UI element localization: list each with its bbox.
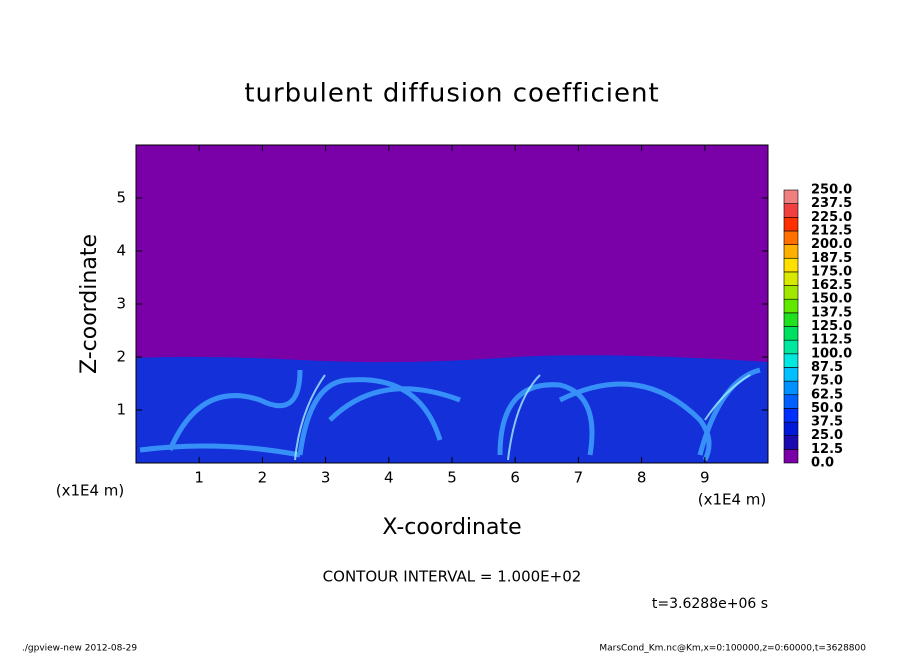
footer-right: MarsCond_Km.nc@Km,x=0:100000,z=0:60000,t… bbox=[599, 644, 866, 654]
colorbar-cell bbox=[783, 435, 799, 450]
x-tick-label: 7 bbox=[574, 469, 584, 487]
colorbar-cell bbox=[783, 271, 799, 286]
chart-title: turbulent diffusion coefficient bbox=[244, 79, 659, 109]
colorbar-cell bbox=[783, 217, 799, 232]
x-tick-label: 8 bbox=[637, 469, 647, 487]
y-tick-label: 3 bbox=[116, 295, 126, 313]
colorbar-label: 250.0 bbox=[811, 183, 852, 198]
colorbar-cell bbox=[783, 394, 799, 409]
x-tick-label: 2 bbox=[258, 469, 268, 487]
colorbar-cell bbox=[783, 312, 799, 327]
colorbar-label: 212.5 bbox=[811, 223, 852, 238]
y-axis-label: Z-coordinate bbox=[77, 234, 102, 374]
colorbar-cell bbox=[783, 189, 799, 204]
colorbar-cell bbox=[783, 230, 799, 245]
colorbar-label: 237.5 bbox=[811, 196, 852, 211]
x-axis-label: X-coordinate bbox=[382, 515, 521, 540]
y-tick-label: 5 bbox=[116, 189, 126, 207]
x-tick-label: 9 bbox=[700, 469, 710, 487]
time-label: t=3.6288e+06 s bbox=[652, 596, 768, 612]
colorbar-label: 75.0 bbox=[811, 374, 843, 389]
x-unit: (x1E4 m) bbox=[698, 491, 767, 509]
colorbar-label: 175.0 bbox=[811, 264, 852, 279]
colorbar-label: 187.5 bbox=[811, 251, 852, 266]
colorbar-label: 150.0 bbox=[811, 292, 852, 307]
y-tick-label: 4 bbox=[116, 242, 126, 260]
colorbar-label: 62.5 bbox=[811, 387, 843, 402]
x-tick-label: 3 bbox=[321, 469, 331, 487]
x-tick-label: 4 bbox=[384, 469, 394, 487]
colorbar-label: 200.0 bbox=[811, 237, 852, 252]
colorbar-cell bbox=[783, 339, 799, 355]
x-tick-label: 5 bbox=[447, 469, 457, 487]
field-streaks bbox=[294, 374, 751, 461]
contour-interval: CONTOUR INTERVAL = 1.000E+02 bbox=[323, 568, 582, 586]
colorbar-label: 225.0 bbox=[811, 210, 852, 225]
colorbar-label: 0.0 bbox=[811, 456, 834, 471]
colorbar-cell bbox=[783, 421, 799, 436]
colorbar-cell bbox=[783, 449, 799, 464]
y-tick-label: 2 bbox=[116, 348, 126, 366]
colorbar-cell bbox=[783, 244, 799, 259]
colorbar-cell bbox=[783, 380, 799, 396]
colorbar-cell bbox=[783, 203, 799, 218]
colorbar-cell bbox=[783, 298, 799, 314]
colorbar-label: 87.5 bbox=[811, 360, 843, 375]
colorbar-cell bbox=[783, 367, 799, 382]
colorbar-cell bbox=[783, 408, 799, 423]
colorbar-cell bbox=[783, 326, 799, 341]
colorbar-cell bbox=[783, 257, 799, 273]
colorbar-cell bbox=[783, 353, 799, 368]
x-tick-label: 6 bbox=[510, 469, 520, 487]
y-unit: (x1E4 m) bbox=[56, 482, 125, 500]
x-tick-label: 1 bbox=[194, 469, 204, 487]
colorbar-label: 162.5 bbox=[811, 278, 852, 293]
colorbar-label: 12.5 bbox=[811, 442, 843, 457]
y-tick-label: 1 bbox=[116, 401, 126, 419]
colorbar-label: 25.0 bbox=[811, 428, 843, 443]
colorbar-label: 37.5 bbox=[811, 415, 843, 430]
colorbar-cell bbox=[783, 285, 799, 300]
colorbar-label: 125.0 bbox=[811, 319, 852, 334]
colorbar-label: 50.0 bbox=[811, 401, 843, 416]
colorbar-label: 112.5 bbox=[811, 333, 852, 348]
colorbar-label: 100.0 bbox=[811, 346, 852, 361]
footer-left: ./gpview-new 2012-08-29 bbox=[22, 644, 137, 654]
field bbox=[136, 145, 768, 463]
colorbar-label: 137.5 bbox=[811, 305, 852, 320]
